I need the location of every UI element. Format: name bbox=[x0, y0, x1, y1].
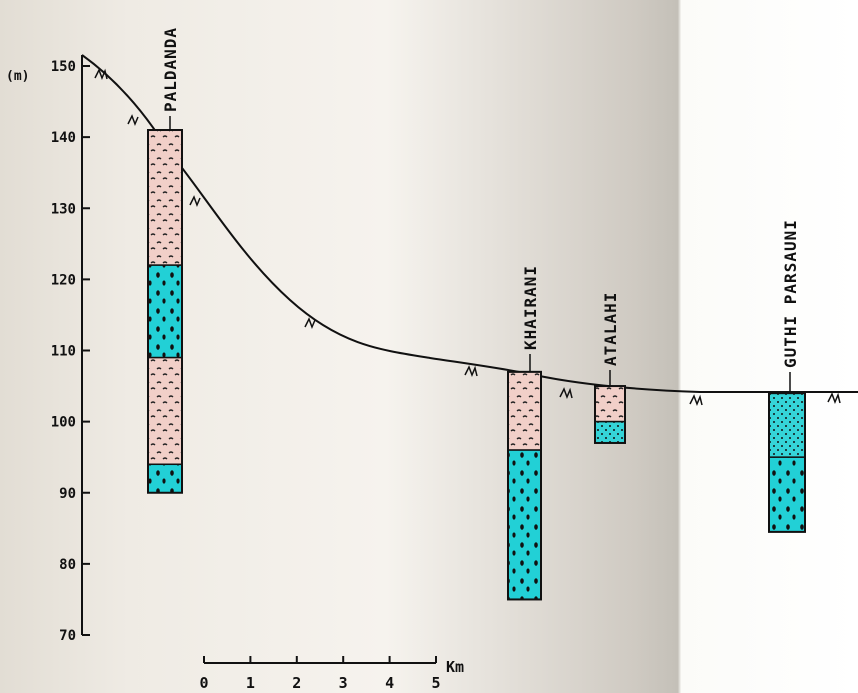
layer-gravel bbox=[147, 463, 183, 494]
borehole-outline bbox=[768, 392, 806, 533]
axis-tick-label: 100 bbox=[51, 415, 76, 431]
borehole-outline bbox=[147, 129, 183, 494]
layer-silt bbox=[594, 385, 626, 423]
borehole-outline bbox=[507, 370, 542, 601]
borehole-khairani: KHAIRANI bbox=[507, 265, 542, 601]
borehole-guthi-parsauni: GUTHI PARSAUNI bbox=[768, 219, 806, 533]
scale-tick-label: 1 bbox=[246, 674, 255, 692]
grass-mark bbox=[94, 68, 108, 81]
scale-tick-label: 4 bbox=[385, 674, 394, 692]
borehole-paldanda: PALDANDA bbox=[147, 27, 183, 494]
axis-ticks: 150 140 130 120 110 100 90 80 70 bbox=[51, 59, 90, 644]
scale-tick-label: 2 bbox=[292, 674, 301, 692]
site-label: ATALAHI bbox=[601, 292, 620, 366]
grass-mark bbox=[127, 114, 139, 127]
scale-tick-label: 0 bbox=[199, 674, 208, 692]
axis-tick-label: 150 bbox=[51, 59, 76, 75]
axis-tick-label: 140 bbox=[51, 130, 76, 146]
borehole-atalahi: ATALAHI bbox=[594, 292, 626, 444]
layer-silt bbox=[147, 129, 183, 266]
scale-bar: 0 1 2 3 4 5 Km bbox=[199, 656, 464, 692]
grass-mark bbox=[827, 392, 841, 405]
grass-mark bbox=[189, 195, 201, 208]
scale-ticks: 0 1 2 3 4 5 bbox=[199, 656, 441, 692]
site-label: GUTHI PARSAUNI bbox=[781, 219, 800, 368]
elevation-axis: (m) 150 140 130 120 110 100 90 80 70 bbox=[6, 55, 90, 644]
grass-mark bbox=[464, 365, 478, 378]
layer-silt bbox=[507, 371, 542, 451]
layer-silt bbox=[147, 356, 183, 466]
grass-mark bbox=[304, 317, 316, 330]
axis-tick-label: 70 bbox=[59, 628, 76, 644]
grass-mark bbox=[689, 394, 703, 407]
axis-unit: (m) bbox=[6, 69, 29, 84]
ground-surface-line bbox=[81, 54, 858, 393]
axis-tick-label: 80 bbox=[59, 557, 76, 573]
axis-tick-label: 90 bbox=[59, 486, 76, 502]
layer-gravel bbox=[507, 449, 542, 601]
site-label: PALDANDA bbox=[161, 27, 180, 112]
layer-gravel bbox=[147, 264, 183, 359]
scale-tick-label: 3 bbox=[339, 674, 348, 692]
axis-tick-label: 110 bbox=[51, 344, 76, 360]
scale-unit: Km bbox=[446, 658, 464, 676]
layer-gravel bbox=[768, 456, 806, 533]
axis-tick-label: 120 bbox=[51, 272, 76, 288]
layer-sand bbox=[594, 420, 626, 444]
grass-marks bbox=[94, 68, 841, 407]
site-label: KHAIRANI bbox=[521, 265, 540, 350]
scale-tick-label: 5 bbox=[431, 674, 440, 692]
boreholes: PALDANDA KHAIRANI ATALAHI GUTHI PARSAUNI bbox=[147, 27, 806, 601]
grass-mark bbox=[559, 387, 573, 400]
layer-sand bbox=[768, 392, 806, 458]
axis-tick-label: 130 bbox=[51, 201, 76, 217]
